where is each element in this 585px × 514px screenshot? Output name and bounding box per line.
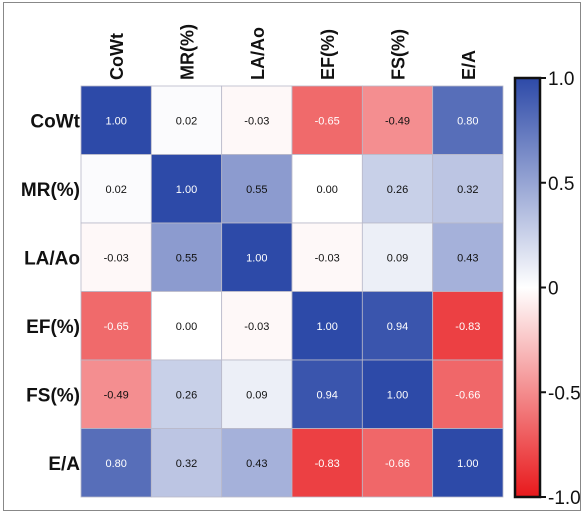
cell-value-label: -0.65	[315, 115, 340, 127]
cell-value-label: 0.02	[105, 184, 126, 196]
heatmap-cell	[291, 291, 363, 361]
colorbar-tick-label: 1.0	[548, 69, 574, 90]
cell-value-label: 1.00	[316, 321, 337, 333]
heatmap-cell	[291, 85, 363, 155]
cell-value-label: 0.43	[246, 458, 267, 470]
cell-value-label: -0.03	[244, 115, 269, 127]
heatmap-cell	[80, 85, 152, 155]
cell-value-label: -0.83	[315, 458, 340, 470]
y-axis-labels: CoWt MR(%) LA/Ao EF(%) FS(%) E/A	[21, 111, 81, 475]
cell-value-label: -0.49	[104, 389, 129, 401]
cell-value-label: -0.49	[385, 115, 410, 127]
heatmap-cell	[80, 222, 152, 292]
heatmap-cell	[80, 154, 152, 224]
cell-value-label: 0.55	[176, 252, 197, 264]
heatmap-cell	[221, 291, 293, 361]
cell-value-label: 0.09	[246, 389, 267, 401]
cell-value-label: 0.09	[387, 252, 408, 264]
x-axis-label: FS(%)	[389, 29, 409, 80]
heatmap-cells: 1.00 0.02 -0.03 -0.65 -0.49 0.80 0.02 1.00 0.55 0…	[80, 85, 504, 498]
heatmap-cell	[150, 222, 223, 292]
cell-value-label: 0.55	[246, 184, 267, 196]
x-axis-label: E/A	[459, 50, 479, 80]
heatmap-cell	[150, 85, 223, 155]
heatmap-cell	[291, 359, 363, 429]
cell-value-label: 1.00	[387, 389, 408, 401]
cell-value-label: -0.65	[104, 321, 129, 333]
cell-value-label: 1.00	[246, 252, 267, 264]
heatmap-cell	[432, 222, 504, 292]
heatmap-cell	[361, 222, 434, 292]
colorbar-ticks: 1.0 0.5 0 -0.5 -1.0	[540, 69, 581, 509]
heatmap-cell	[221, 428, 293, 498]
cell-value-label: 0.94	[387, 321, 408, 333]
cell-value-label: -0.66	[385, 458, 410, 470]
colorbar-tick-label: 0.5	[548, 174, 574, 195]
x-axis-label: EF(%)	[318, 29, 338, 80]
cell-value-label: -0.03	[104, 252, 129, 264]
heatmap-cell	[432, 359, 504, 429]
colorbar-tick-label: 0	[548, 279, 559, 300]
heatmap-cell	[221, 154, 293, 224]
cell-value-label: 0.32	[457, 184, 478, 196]
cell-value-label: -0.83	[455, 321, 480, 333]
cell-value-label: 0.26	[387, 184, 408, 196]
heatmap-cell	[432, 154, 504, 224]
cell-value-label: 0.02	[176, 115, 197, 127]
cell-value-label: 0.94	[316, 389, 337, 401]
colorbar: 1.0 0.5 0 -0.5 -1.0	[513, 69, 581, 509]
cell-value-label: -0.66	[455, 389, 480, 401]
cell-value-label: 0.43	[457, 252, 478, 264]
x-axis-label: CoWt	[107, 33, 127, 80]
y-axis-label: MR(%)	[21, 180, 80, 201]
colorbar-tick-label: -1.0	[548, 488, 581, 509]
y-axis-label: CoWt	[30, 111, 80, 132]
heatmap-cell	[150, 291, 223, 361]
heatmap-cell	[291, 428, 363, 498]
x-axis-label: MR(%)	[178, 24, 198, 80]
cell-value-label: 0.80	[105, 458, 126, 470]
cell-value-label: 0.26	[176, 389, 197, 401]
heatmap-cell	[432, 428, 504, 498]
y-axis-label: E/A	[48, 454, 80, 475]
heatmap-cell	[221, 222, 293, 292]
heatmap-cell	[221, 85, 293, 155]
cell-value-label: 0.32	[176, 458, 197, 470]
heatmap-cell	[80, 291, 152, 361]
heatmap-cell	[361, 85, 434, 155]
cell-value-label: 1.00	[105, 115, 126, 127]
x-axis-label: LA/Ao	[248, 27, 268, 80]
cell-value-label: 1.00	[457, 458, 478, 470]
heatmap-cell	[150, 359, 223, 429]
cell-value-label: 0.00	[176, 321, 197, 333]
heatmap-cell	[361, 154, 434, 224]
heatmap-cell	[361, 428, 434, 498]
cell-value-label: 0.00	[316, 184, 337, 196]
y-axis-label: LA/Ao	[24, 248, 80, 269]
heatmap-cell	[221, 359, 293, 429]
cell-value-label: -0.03	[244, 321, 269, 333]
colorbar-gradient	[513, 76, 542, 499]
cell-value-label: -0.03	[315, 252, 340, 264]
x-axis-labels: CoWt MR(%) LA/Ao EF(%) FS(%) E/A	[107, 24, 479, 80]
heatmap-cell	[432, 291, 504, 361]
cell-value-label: 1.00	[176, 184, 197, 196]
heatmap-cell	[291, 222, 363, 292]
y-axis-label: EF(%)	[26, 317, 80, 338]
colorbar-tick-label: -0.5	[548, 383, 581, 404]
y-axis-label: FS(%)	[26, 385, 80, 406]
cell-value-label: 0.80	[457, 115, 478, 127]
